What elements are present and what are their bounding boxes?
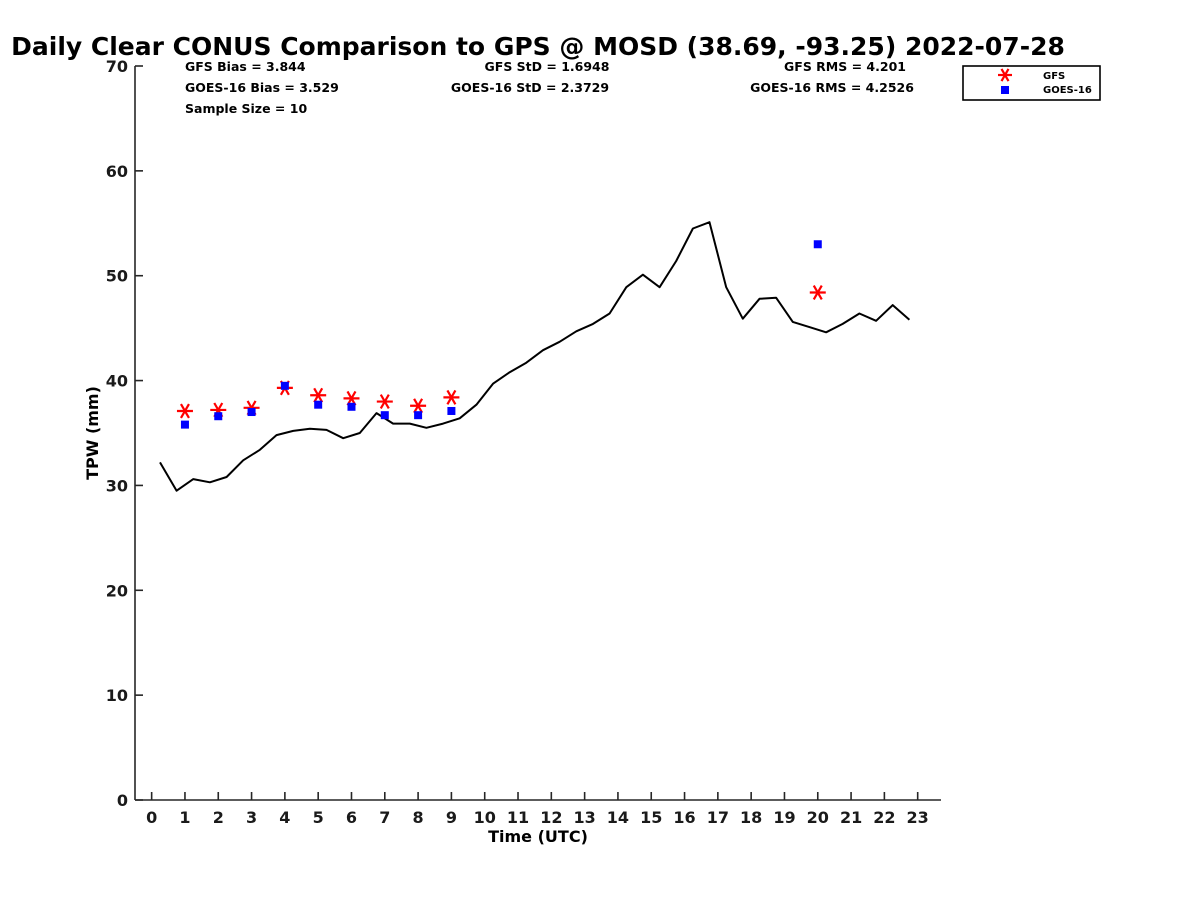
goes-point bbox=[347, 402, 356, 411]
y-tick-label: 10 bbox=[106, 686, 128, 705]
gfs-point bbox=[310, 387, 327, 403]
x-tick-label: 13 bbox=[573, 808, 595, 827]
stat-goes-std: GOES-16 StD = 2.3729 bbox=[451, 80, 609, 95]
y-ticks: 0 10 20 30 40 50 60 70 bbox=[106, 57, 143, 810]
x-tick-label: 17 bbox=[707, 808, 729, 827]
series-layer bbox=[159, 221, 911, 492]
y-tick-label: 60 bbox=[106, 162, 128, 181]
x-tick-label: 7 bbox=[379, 808, 390, 827]
x-tick-label: 14 bbox=[607, 808, 629, 827]
goes-point bbox=[180, 420, 189, 429]
x-tick-label: 9 bbox=[446, 808, 457, 827]
x-tick-label: 5 bbox=[313, 808, 324, 827]
x-tick-label: 2 bbox=[213, 808, 224, 827]
x-tick-label: 16 bbox=[673, 808, 695, 827]
legend-goes-marker bbox=[1001, 86, 1009, 94]
x-tick-label: 19 bbox=[773, 808, 795, 827]
gfs-point bbox=[376, 394, 393, 410]
y-tick-label: 20 bbox=[106, 581, 128, 600]
x-tick-label: 4 bbox=[279, 808, 290, 827]
goes-point bbox=[414, 411, 423, 420]
goes-point bbox=[214, 412, 223, 421]
goes-point bbox=[280, 381, 289, 390]
y-axis-label: TPW (mm) bbox=[83, 386, 102, 480]
goes-point bbox=[813, 240, 822, 249]
y-tick-label: 30 bbox=[106, 476, 128, 495]
goes-point bbox=[447, 406, 456, 415]
gfs-point bbox=[443, 389, 460, 405]
x-tick-label: 21 bbox=[840, 808, 862, 827]
x-ticks: 0 1 2 3 4 5 6 7 8 9 10 11 12 13 14 15 16 17 18 19 20 21 22 23 bbox=[146, 792, 929, 827]
goes-point bbox=[314, 400, 323, 409]
stat-goes-rms: GOES-16 RMS = 4.2526 bbox=[750, 80, 914, 95]
gfs-point bbox=[410, 398, 427, 414]
x-tick-label: 22 bbox=[873, 808, 895, 827]
stat-gfs-std: GFS StD = 1.6948 bbox=[485, 59, 610, 74]
y-tick-label: 50 bbox=[106, 267, 128, 286]
legend-gfs-asterisk bbox=[998, 68, 1012, 82]
gfs-point bbox=[176, 403, 193, 419]
axes bbox=[134, 66, 941, 801]
stat-sample-size: Sample Size = 10 bbox=[185, 101, 307, 116]
x-tick-label: 6 bbox=[346, 808, 357, 827]
goes-point bbox=[247, 408, 256, 417]
x-tick-label: 11 bbox=[507, 808, 529, 827]
stat-goes-bias: GOES-16 Bias = 3.529 bbox=[185, 80, 339, 95]
gps-series-line bbox=[159, 221, 911, 492]
gfs-point bbox=[809, 285, 826, 300]
chart-title: Daily Clear CONUS Comparison to GPS @ MO… bbox=[11, 32, 1065, 61]
x-tick-label: 15 bbox=[640, 808, 662, 827]
y-tick-label: 40 bbox=[106, 372, 128, 391]
x-axis-label: Time (UTC) bbox=[488, 827, 588, 846]
goes-point bbox=[380, 411, 389, 420]
y-tick-label: 70 bbox=[106, 57, 128, 76]
legend-gfs-marker bbox=[998, 68, 1012, 82]
x-tick-label: 23 bbox=[907, 808, 929, 827]
x-tick-label: 1 bbox=[179, 808, 190, 827]
stats-block: GFS Bias = 3.844 GOES-16 Bias = 3.529 Sa… bbox=[185, 59, 914, 116]
x-tick-label: 3 bbox=[246, 808, 257, 827]
stat-gfs-rms: GFS RMS = 4.201 bbox=[784, 59, 906, 74]
legend-goes-label: GOES-16 bbox=[1043, 85, 1092, 96]
x-tick-label: 8 bbox=[413, 808, 424, 827]
y-tick-label: 0 bbox=[117, 791, 128, 810]
legend-box bbox=[962, 65, 1101, 101]
x-tick-label: 0 bbox=[146, 808, 157, 827]
x-tick-label: 20 bbox=[807, 808, 829, 827]
legend-gfs-label: GFS bbox=[1043, 71, 1065, 82]
x-tick-label: 18 bbox=[740, 808, 762, 827]
x-tick-label: 12 bbox=[540, 808, 562, 827]
legend: GFS GOES-16 bbox=[962, 65, 1101, 101]
stat-gfs-bias: GFS Bias = 3.844 bbox=[185, 59, 306, 74]
x-tick-label: 10 bbox=[474, 808, 496, 827]
